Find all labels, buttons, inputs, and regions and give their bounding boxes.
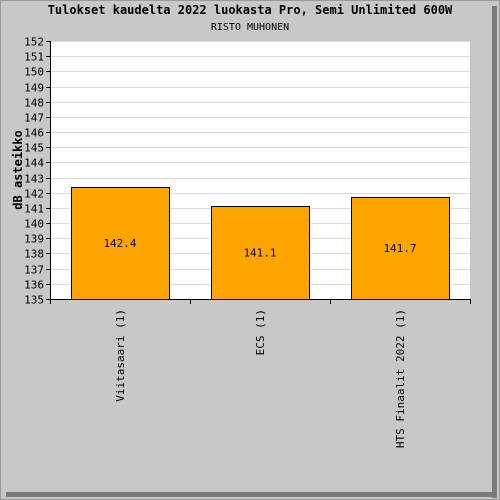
y-tick-label: 149 bbox=[24, 82, 44, 95]
y-tick-label: 141 bbox=[24, 203, 44, 216]
y-tick-label: 150 bbox=[24, 66, 44, 79]
y-tick-label: 148 bbox=[24, 97, 44, 110]
y-axis: 135 136 137 138 139 140 141 142 143 144 145 146 147 1… bbox=[24, 36, 51, 307]
bar bbox=[71, 187, 170, 300]
y-tick-label: 140 bbox=[24, 218, 44, 231]
bar-value-label: 142.4 bbox=[103, 237, 136, 250]
chart-title: Tulokset kaudelta 2022 luokasta Pro, Sem… bbox=[47, 3, 453, 17]
x-axis: Viitasaari (1) ECS (1) HTS Finaalit 2022 (… bbox=[50, 299, 471, 448]
y-tick-label: 151 bbox=[24, 51, 44, 64]
bar bbox=[351, 197, 450, 300]
frame-shadow-bottom bbox=[6, 492, 497, 497]
x-tick-label: Viitasaari (1) bbox=[114, 309, 127, 402]
y-tick-label: 143 bbox=[24, 173, 44, 186]
y-tick-label: 145 bbox=[24, 142, 44, 155]
frame-shadow-right bbox=[492, 6, 497, 498]
y-tick-label: 142 bbox=[24, 188, 44, 201]
y-tick-label: 146 bbox=[24, 127, 44, 140]
y-tick-label: 139 bbox=[24, 233, 44, 246]
bar bbox=[211, 206, 310, 300]
chart-subtitle: RISTO MUHONEN bbox=[210, 22, 290, 33]
y-tick-label: 137 bbox=[24, 264, 44, 277]
y-axis-label: dB asteikko bbox=[11, 130, 25, 209]
y-tick-label: 136 bbox=[24, 279, 44, 292]
x-tick-label: HTS Finaalit 2022 (1) bbox=[394, 309, 407, 448]
y-tick-label: 135 bbox=[24, 294, 44, 307]
y-tick-label: 144 bbox=[24, 157, 44, 170]
bar-value-label: 141.7 bbox=[383, 242, 416, 255]
y-tick-label: 147 bbox=[24, 112, 44, 125]
bars: 142.4 141.1 141.7 bbox=[71, 187, 450, 300]
y-tick-label: 138 bbox=[24, 248, 44, 261]
bar-value-label: 141.1 bbox=[243, 247, 276, 260]
x-tick-label: ECS (1) bbox=[254, 309, 267, 355]
y-tick-label: 152 bbox=[24, 36, 44, 49]
